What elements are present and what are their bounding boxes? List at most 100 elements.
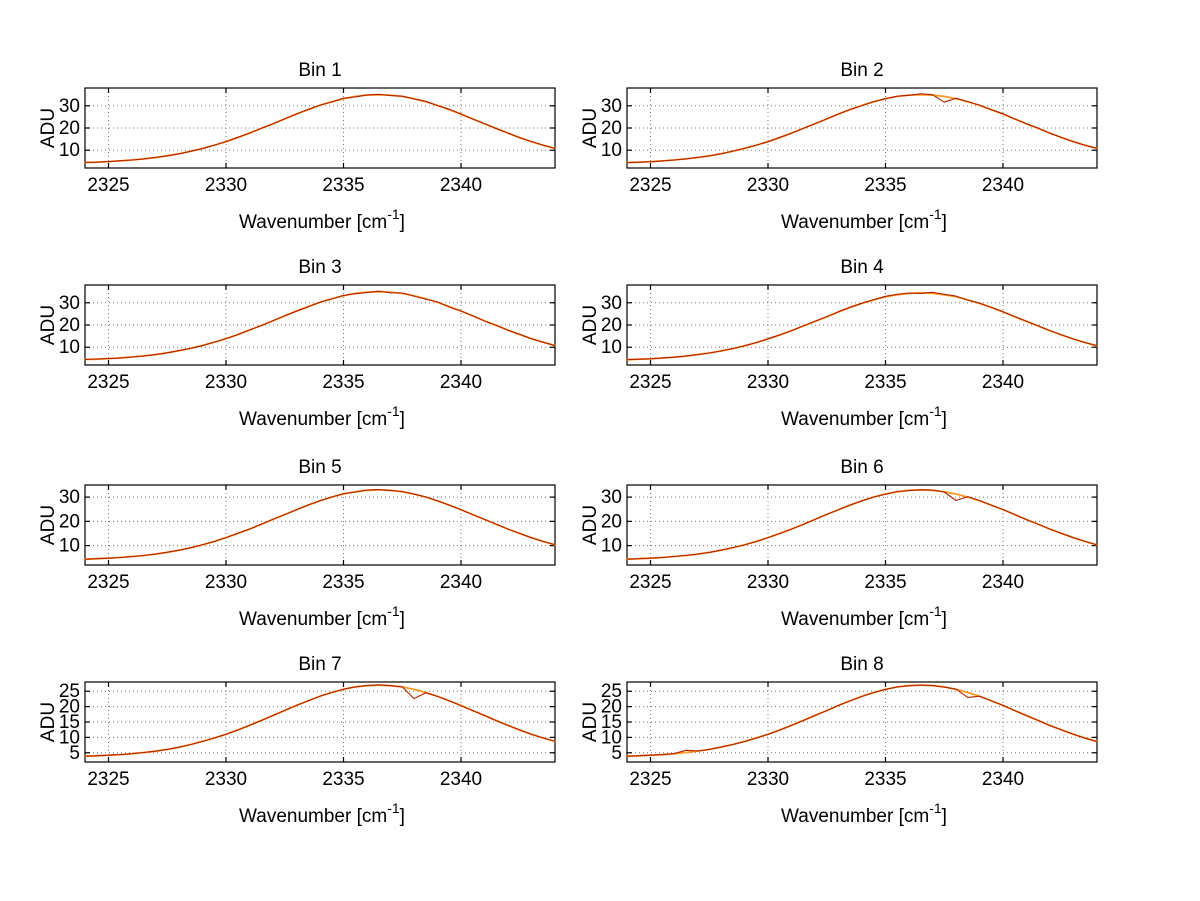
y-tick-label: 20 <box>601 697 622 718</box>
axes-box <box>626 484 1098 566</box>
y-tick-label: 30 <box>59 487 80 508</box>
x-tick-label: 2325 <box>87 372 129 393</box>
y-tick-label: 20 <box>59 315 80 336</box>
y-tick-label: 20 <box>59 511 80 532</box>
subplot-title: Bin 2 <box>840 60 883 81</box>
y-tick-label: 20 <box>601 315 622 336</box>
x-tick-label: 2325 <box>629 372 671 393</box>
y-tick-label: 15 <box>59 712 80 733</box>
x-tick-label: 2330 <box>747 769 789 790</box>
series-line-data <box>626 291 1098 361</box>
y-tick-label: 5 <box>611 743 622 764</box>
x-axis-label: Wavenumber [cm-1] <box>239 403 405 430</box>
y-axis-label: ADU <box>38 108 59 148</box>
x-tick-label: 2340 <box>440 372 482 393</box>
y-tick-label: 10 <box>59 337 80 358</box>
y-axis-label: ADU <box>38 305 59 345</box>
series-line-fit <box>626 93 1098 164</box>
subplot-title: Bin 4 <box>840 257 884 278</box>
x-tick-label: 2330 <box>747 175 789 196</box>
x-tick-label: 2325 <box>87 769 129 790</box>
x-axis-label: Wavenumber [cm-1] <box>781 800 947 827</box>
subplot-title: Bin 6 <box>840 457 883 478</box>
y-tick-label: 20 <box>601 118 622 139</box>
x-tick-label: 2335 <box>322 769 364 790</box>
y-axis-label: ADU <box>580 505 601 545</box>
y-tick-label: 10 <box>59 727 80 748</box>
y-tick-label: 30 <box>601 487 622 508</box>
subplot-bin-5: Bin 5 ADU 2325 2330 2335 2340 10 20 30 Wavenum… <box>38 457 556 630</box>
subplot-title: Bin 8 <box>840 654 883 675</box>
series-line-data <box>626 684 1098 757</box>
x-tick-label: 2330 <box>205 572 247 593</box>
y-axis-label: ADU <box>38 702 59 742</box>
x-tick-label: 2335 <box>864 372 906 393</box>
x-axis-label: Wavenumber [cm-1] <box>781 403 947 430</box>
series-line-data <box>84 489 556 560</box>
y-tick-label: 5 <box>69 743 80 764</box>
y-tick-label: 15 <box>601 712 622 733</box>
y-axis-label: ADU <box>38 505 59 545</box>
y-tick-label: 20 <box>601 511 622 532</box>
x-tick-label: 2325 <box>629 572 671 593</box>
y-tick-label: 20 <box>59 118 80 139</box>
x-tick-label: 2330 <box>205 175 247 196</box>
axes-box <box>84 284 556 366</box>
axes-box <box>626 284 1098 366</box>
y-tick-label: 10 <box>601 727 622 748</box>
y-tick-label: 30 <box>59 96 80 117</box>
y-tick-label: 10 <box>601 337 622 358</box>
subplot-title: Bin 7 <box>298 654 341 675</box>
subplot-title: Bin 3 <box>298 257 341 278</box>
subplot-title: Bin 1 <box>298 60 341 81</box>
axes-box <box>626 681 1098 763</box>
x-axis-label: Wavenumber [cm-1] <box>239 800 405 827</box>
y-tick-label: 10 <box>601 536 622 557</box>
series-line-data <box>84 93 556 163</box>
axes-box <box>84 87 556 169</box>
y-axis-label: ADU <box>580 305 601 345</box>
x-tick-label: 2340 <box>982 372 1024 393</box>
y-tick-label: 30 <box>601 293 622 314</box>
y-tick-label: 20 <box>59 697 80 718</box>
series-line-fit <box>626 488 1098 561</box>
x-tick-label: 2325 <box>629 175 671 196</box>
x-tick-label: 2340 <box>982 769 1024 790</box>
x-tick-label: 2325 <box>629 769 671 790</box>
y-axis-label: ADU <box>580 702 601 742</box>
x-tick-label: 2330 <box>747 372 789 393</box>
series-line-fit <box>84 488 556 561</box>
x-tick-label: 2340 <box>440 769 482 790</box>
axes-box <box>84 484 556 566</box>
x-axis-label: Wavenumber [cm-1] <box>781 206 947 233</box>
y-tick-label: 10 <box>59 140 80 161</box>
y-tick-label: 25 <box>59 681 80 702</box>
x-tick-label: 2335 <box>864 175 906 196</box>
x-tick-label: 2330 <box>747 572 789 593</box>
subplot-bin-6: Bin 6 ADU 2325 2330 2335 2340 10 20 30 Wavenum… <box>580 457 1098 630</box>
x-axis-label: Wavenumber [cm-1] <box>781 603 947 630</box>
x-tick-label: 2335 <box>864 769 906 790</box>
x-tick-label: 2330 <box>205 372 247 393</box>
x-tick-label: 2330 <box>205 769 247 790</box>
x-tick-label: 2325 <box>87 572 129 593</box>
series-line-data <box>626 93 1098 164</box>
axes-box <box>84 681 556 763</box>
x-axis-label: Wavenumber [cm-1] <box>239 603 405 630</box>
x-tick-label: 2335 <box>322 572 364 593</box>
series-line-fit <box>626 684 1098 758</box>
y-tick-label: 10 <box>601 140 622 161</box>
